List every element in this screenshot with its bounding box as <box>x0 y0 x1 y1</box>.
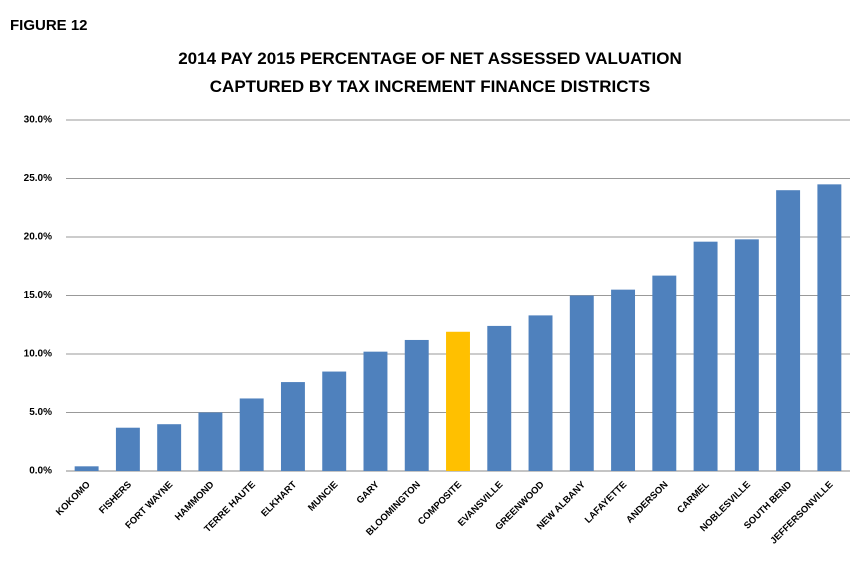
y-tick-label: 30.0% <box>24 115 52 126</box>
x-tick-label: HAMMOND <box>173 479 217 523</box>
y-tick-label: 5.0% <box>29 407 52 418</box>
bar <box>611 289 636 471</box>
y-tick-label: 25.0% <box>24 173 52 184</box>
bar <box>569 295 594 471</box>
bar <box>446 331 470 471</box>
bar <box>734 239 759 471</box>
bar <box>404 339 429 471</box>
bar <box>198 412 223 471</box>
bar <box>693 241 718 471</box>
x-tick-label: ELKHART <box>259 479 299 519</box>
bar <box>528 315 553 471</box>
figure-label: FIGURE 12 <box>10 17 88 34</box>
chart-title: CAPTURED BY TAX INCREMENT FINANCE DISTRI… <box>210 77 650 96</box>
x-tick-label: FISHERS <box>97 479 134 516</box>
bar <box>74 466 99 471</box>
x-tick-label: LAFAYETTE <box>583 479 629 525</box>
x-tick-label: KOKOMO <box>54 479 93 518</box>
y-tick-label: 0.0% <box>29 466 52 477</box>
x-tick-label: MUNCIE <box>306 479 340 513</box>
bar <box>817 184 842 471</box>
bar <box>652 275 677 471</box>
bar <box>239 398 264 471</box>
bar <box>280 382 305 471</box>
bar <box>776 190 801 471</box>
x-tick-label: CARMEL <box>675 479 712 516</box>
chart-title: 2014 PAY 2015 PERCENTAGE OF NET ASSESSED… <box>178 49 682 68</box>
bar <box>487 325 512 471</box>
x-tick-label: GARY <box>355 479 382 506</box>
y-tick-label: 20.0% <box>24 232 52 243</box>
bar <box>322 371 347 471</box>
y-tick-label: 15.0% <box>24 290 52 301</box>
bar <box>363 351 388 471</box>
x-tick-label: ANDERSON <box>624 479 670 525</box>
bar <box>157 424 182 471</box>
y-tick-label: 10.0% <box>24 349 52 360</box>
bar <box>115 427 140 471</box>
